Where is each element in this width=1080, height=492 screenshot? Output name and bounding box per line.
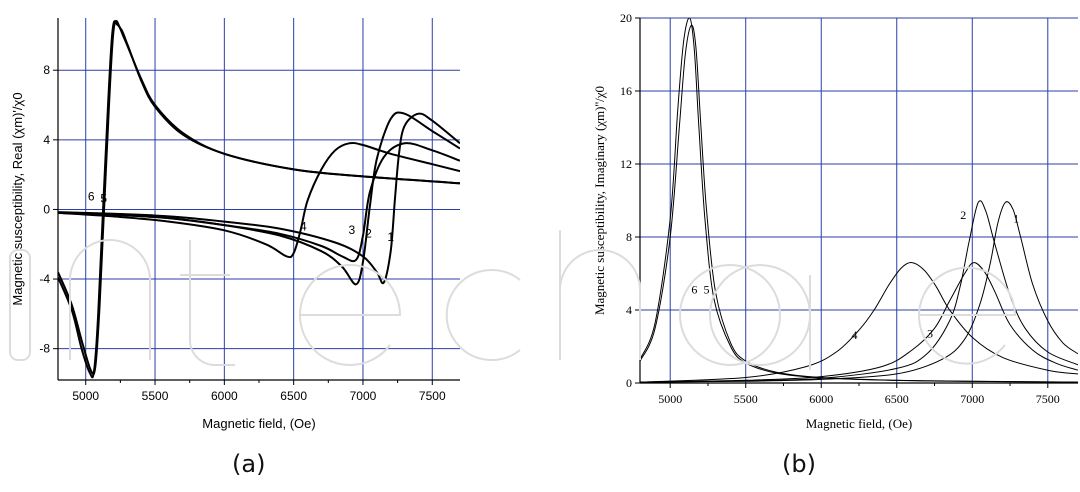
chart-a-x-tick-label: 6500 <box>280 389 307 403</box>
chart-a: 5000 5500 6000 6500 7000 7500 -8 -4 0 4 8 Magnetic … <box>10 18 460 431</box>
chart-a-curve-label-5: 5 <box>100 191 107 205</box>
chart-a-series-6-line <box>58 20 460 379</box>
chart-a-x-tick-label: 7500 <box>419 389 446 403</box>
chart-a-curve-label-3: 3 <box>349 223 356 237</box>
chart-a-curve-label-2: 2 <box>365 226 372 240</box>
chart-b-x-tick-label: 7500 <box>1036 392 1060 406</box>
chart-b-x-tick-label: 5000 <box>658 392 682 406</box>
chart-b-curve-label-4: 4 <box>851 328 857 342</box>
chart-a-y-tick-label: 4 <box>43 133 50 147</box>
chart-b-x-tick-label: 5500 <box>734 392 758 406</box>
chart-b-y-tick-label: 4 <box>626 303 632 317</box>
chart-b-y-tick-label: 16 <box>620 84 632 98</box>
chart-a-y-axis-label: Magnetic susceptibility, Real (χm)'/χ0 <box>10 92 25 305</box>
chart-a-series-5-line <box>58 19 460 376</box>
chart-a-curve-label-1: 1 <box>387 230 394 244</box>
chart-b-series-4-line <box>640 262 1078 383</box>
panel-label-b: (b) <box>782 450 816 478</box>
chart-b-curve-label-1: 1 <box>1013 211 1019 225</box>
chart-b-curve-label-5: 5 <box>703 283 709 297</box>
chart-a-x-tick-label: 7000 <box>350 389 377 403</box>
chart-b-curve-label-2: 2 <box>960 208 966 222</box>
chart-b-series-3-line <box>640 262 1078 383</box>
chart-b-y-tick-label: 8 <box>626 230 632 244</box>
chart-a-curve-label-4: 4 <box>300 219 307 233</box>
chart-b-series-1-line <box>640 201 1078 383</box>
chart-a-x-axis-label: Magnetic field, (Oe) <box>202 416 315 431</box>
chart-a-curve-label-6: 6 <box>88 190 95 204</box>
chart-b: 5000 5500 6000 6500 7000 7500048121620Magneti… <box>592 11 1078 431</box>
chart-b-curve-label-3: 3 <box>927 326 933 340</box>
chart-a-series-2-line <box>58 111 460 286</box>
chart-a-series-1-line <box>58 112 460 285</box>
chart-a-y-tick-label: 0 <box>43 202 50 216</box>
chart-b-x-tick-label: 6000 <box>809 392 833 406</box>
chart-a-y-tick-label: 8 <box>43 63 50 77</box>
chart-b-curve-label-6: 6 <box>691 283 697 297</box>
chart-a-y-tick-label: -4 <box>39 272 50 286</box>
chart-a-x-tick-label: 6000 <box>211 389 238 403</box>
chart-b-x-tick-label: 7000 <box>960 392 984 406</box>
chart-b-y-tick-label: 0 <box>626 376 632 390</box>
chart-b-y-axis-label: Magnetic susceptibility, Imaginary (χm)'… <box>592 86 607 315</box>
chart-a-y-tick-label: -8 <box>39 342 50 356</box>
chart-b-x-tick-label: 6500 <box>885 392 909 406</box>
chart-a-x-tick-label: 5500 <box>142 389 169 403</box>
chart-b-x-axis-label: Magnetic field, (Oe) <box>806 416 912 431</box>
chart-b-y-tick-label: 12 <box>620 157 632 171</box>
panel-label-a: (a) <box>232 450 266 478</box>
chart-a-series-4-line <box>58 141 460 259</box>
chart-a-x-tick-label: 5000 <box>72 389 99 403</box>
chart-a-series-3-line <box>58 142 460 263</box>
chart-b-series-6-line <box>640 18 1078 383</box>
chart-b-y-tick-label: 20 <box>620 11 632 25</box>
